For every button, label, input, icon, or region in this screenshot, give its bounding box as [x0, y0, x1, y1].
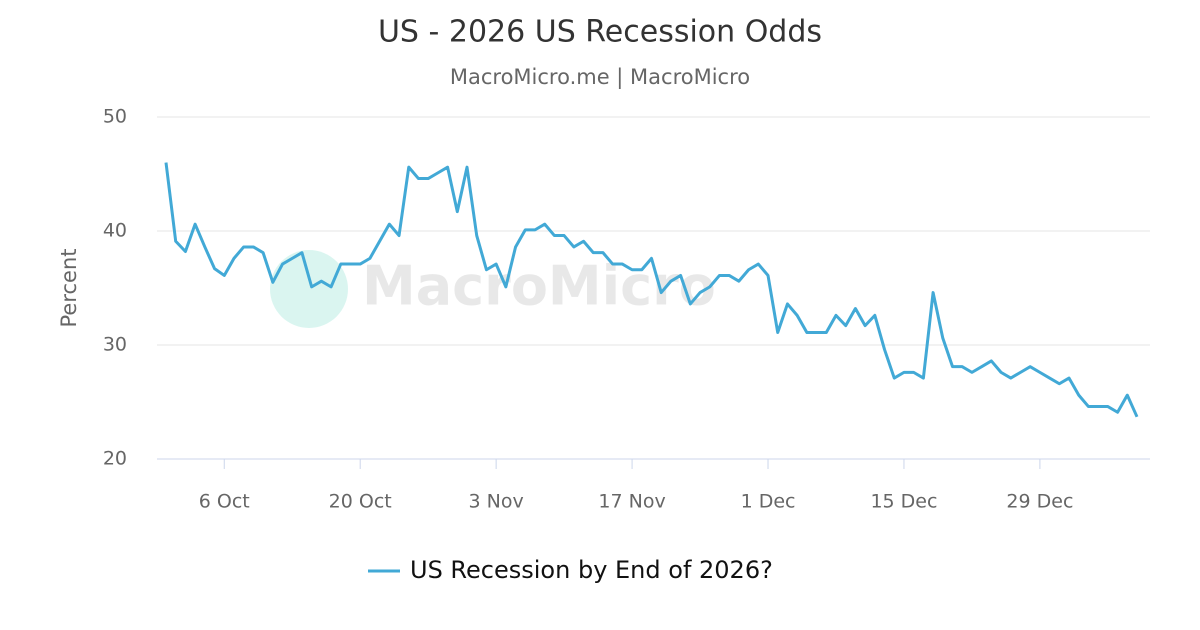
y-tick-label: 40: [103, 220, 127, 242]
x-tick-label: 17 Nov: [598, 491, 665, 513]
x-tick-label: 3 Nov: [469, 491, 524, 513]
x-tick-label: 20 Oct: [329, 491, 392, 513]
chart-subtitle: MacroMicro.me | MacroMicro: [450, 65, 750, 90]
data-line: [164, 162, 1139, 418]
y-tick-label: 50: [103, 106, 127, 128]
x-tick-label: 1 Dec: [741, 491, 796, 513]
watermark-logo: [270, 250, 348, 328]
y-tick-label: 30: [103, 334, 127, 356]
chart-title: US - 2026 US Recession Odds: [378, 15, 822, 50]
x-tick-label: 29 Dec: [1006, 491, 1073, 513]
legend-label: US Recession by End of 2026?: [410, 556, 773, 584]
y-tick-label: 20: [103, 448, 127, 470]
x-tick-label: 6 Oct: [199, 491, 250, 513]
watermark: MacroMicro: [270, 250, 716, 328]
x-tick-label: 15 Dec: [870, 491, 937, 513]
y-axis-label: Percent: [57, 248, 81, 327]
watermark-text: MacroMicro: [362, 255, 716, 318]
